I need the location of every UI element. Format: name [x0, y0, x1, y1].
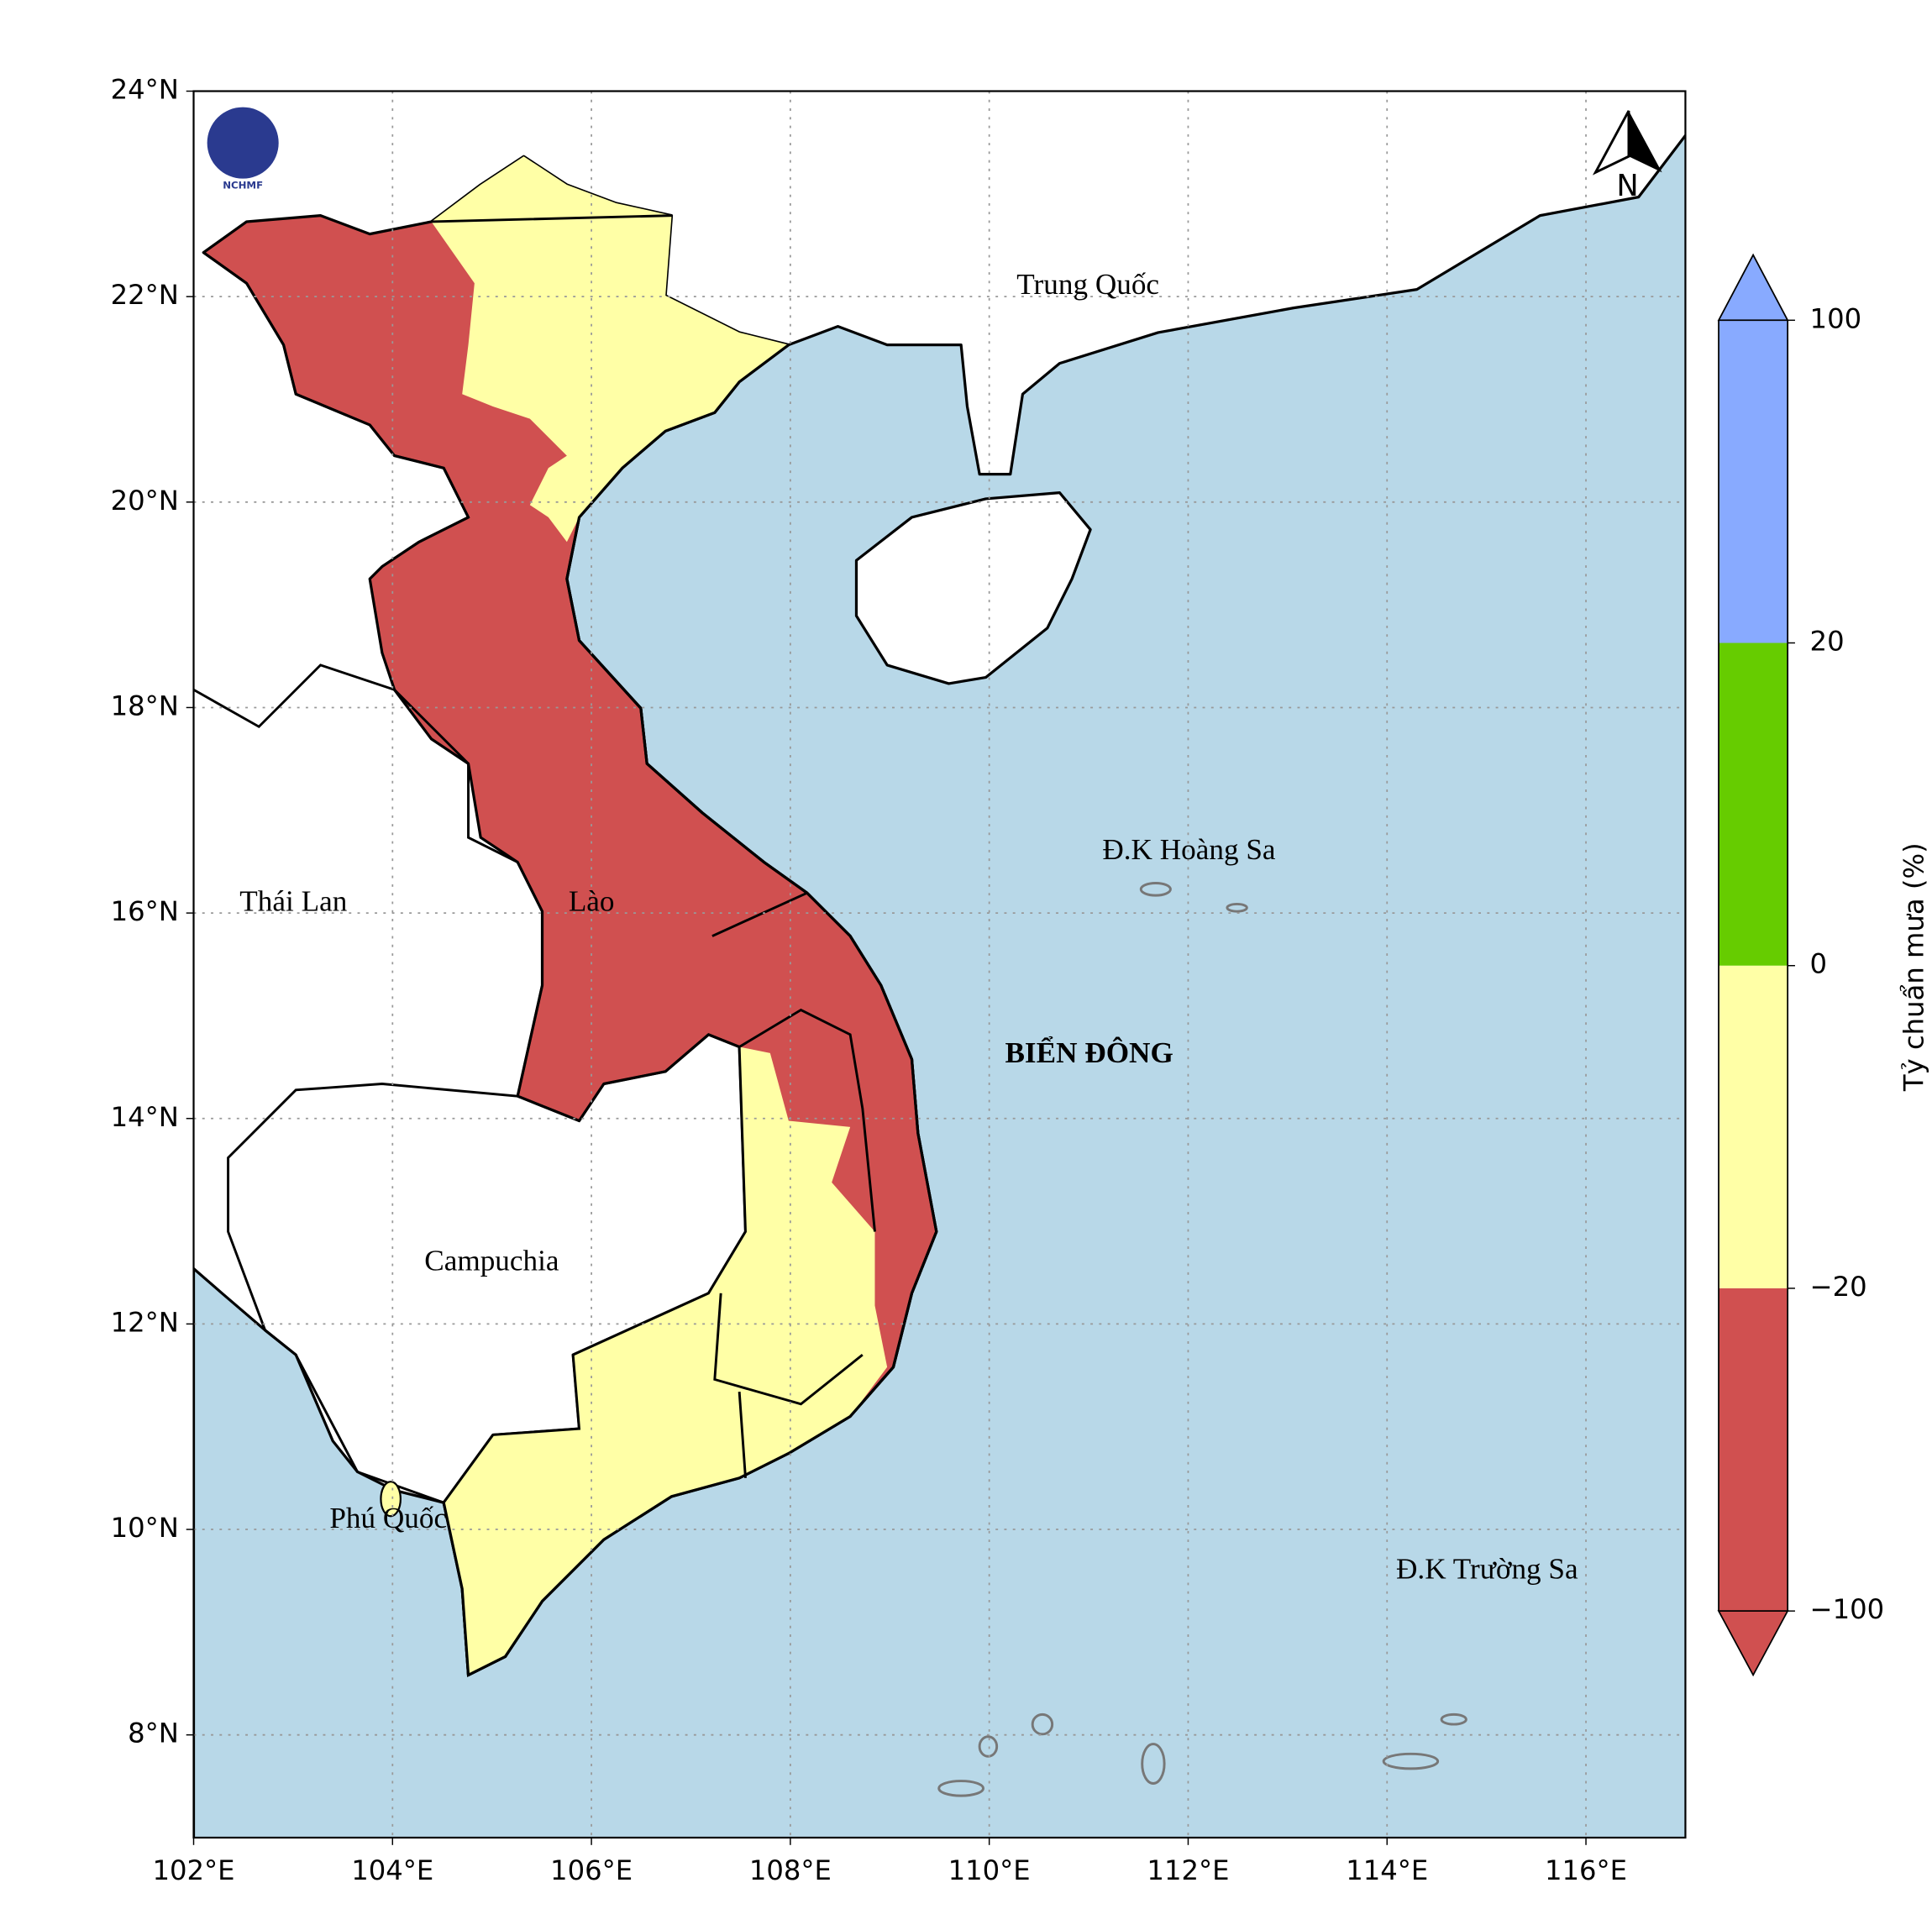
- place-label: Lào: [569, 884, 615, 917]
- place-label: Campuchia: [424, 1245, 559, 1277]
- place-label: Phú Quốc: [329, 1502, 447, 1534]
- logo-mark: [207, 107, 279, 179]
- colorbar-tick-label: 0: [1810, 948, 1828, 980]
- y-tick-label: 22°N: [111, 279, 179, 311]
- north-label: N: [1616, 169, 1638, 203]
- colorbar-tick-label: 100: [1810, 302, 1862, 334]
- x-tick-label: 104°E: [351, 1854, 433, 1886]
- north-arrow-right: [1628, 110, 1662, 173]
- vietnam-yellow-north: [431, 156, 789, 543]
- map-frame: [192, 90, 1687, 1839]
- x-tick-label: 112°E: [1147, 1854, 1229, 1886]
- x-tick-label: 114°E: [1346, 1854, 1428, 1886]
- colorbar-tick-label: 20: [1810, 626, 1845, 658]
- y-tick-label: 14°N: [111, 1101, 179, 1133]
- x-tick-label: 116°E: [1545, 1854, 1627, 1886]
- y-tick-label: 12°N: [111, 1306, 179, 1338]
- vietnam-yellow-south: [444, 1046, 888, 1676]
- sea-label: BIỂN ĐÔNG: [1005, 1036, 1173, 1069]
- logo-text: NCHMF: [223, 179, 263, 191]
- colorbar-segment: [1719, 1288, 1788, 1612]
- colorbar: −100 −20 0 20 100: [1717, 253, 1885, 1677]
- place-label: Đ.K Trường Sa: [1396, 1552, 1578, 1585]
- x-tick-label: 106°E: [550, 1854, 633, 1886]
- hainan: [854, 490, 1092, 685]
- y-tick-label: 8°N: [128, 1718, 179, 1749]
- colorbar-extend-bottom: [1717, 1610, 1789, 1677]
- colorbar-segment: [1719, 320, 1788, 643]
- place-label: Trung Quốc: [1016, 268, 1159, 301]
- colorbar-segment: [1719, 965, 1788, 1288]
- y-tick-label: 18°N: [111, 690, 179, 721]
- phu-quoc-island: [380, 1481, 402, 1518]
- x-tick-label: 102°E: [152, 1854, 234, 1886]
- map-area: [193, 91, 1686, 1838]
- y-tick-label: 16°N: [111, 895, 179, 927]
- place-label: Đ.K Hoàng Sa: [1102, 833, 1276, 866]
- x-tick-label: 108°E: [749, 1854, 832, 1886]
- islands: [937, 882, 1467, 1797]
- colorbar-tick-label: −20: [1810, 1271, 1867, 1303]
- x-tick-label: 110°E: [948, 1854, 1031, 1886]
- colorbar-label: Tỷ chuẩn mưa (%): [1898, 842, 1930, 1092]
- colorbar-segment: [1719, 642, 1788, 966]
- y-tick-label: 10°N: [111, 1512, 179, 1544]
- borders: [193, 214, 876, 1504]
- colorbar-tick-label: −100: [1810, 1593, 1885, 1625]
- vietnam-coast: [442, 344, 938, 1677]
- place-label: Thái Lan: [239, 884, 347, 917]
- y-tick-label: 20°N: [111, 485, 179, 517]
- y-tick-label: 24°N: [111, 74, 179, 106]
- colorbar-extend-top: [1717, 253, 1789, 322]
